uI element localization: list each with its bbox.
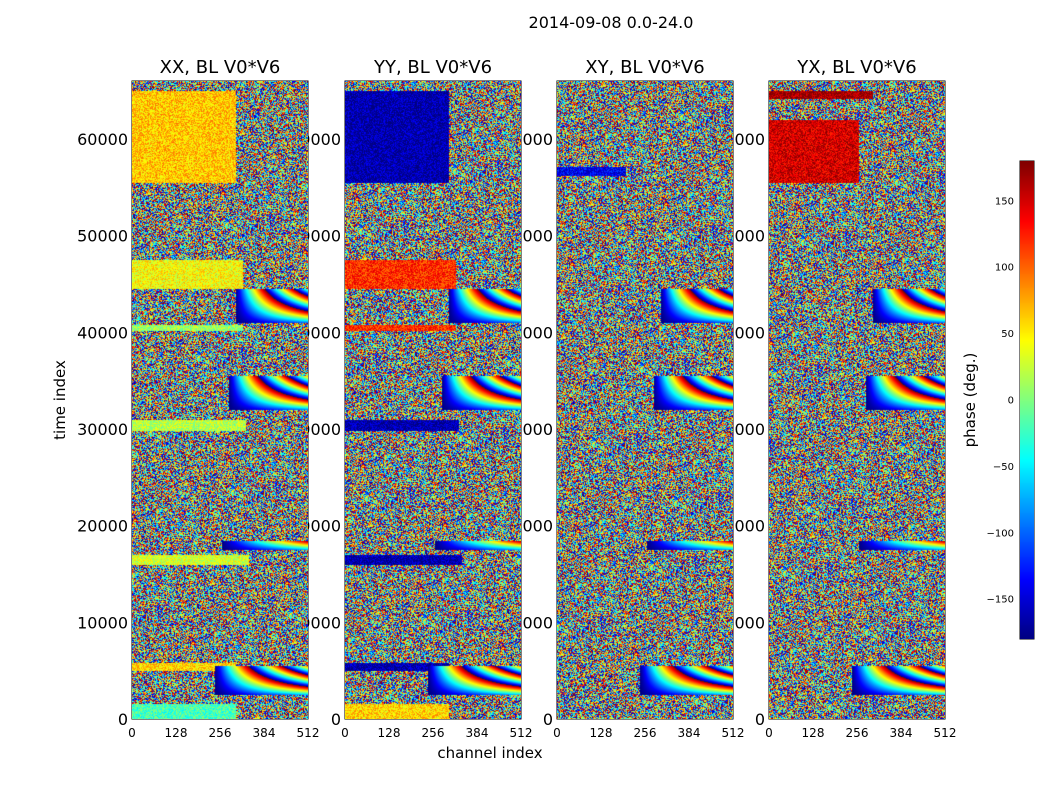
y-axis-label: time index xyxy=(51,360,69,440)
panel-title: YY, BL V0*V6 xyxy=(373,57,492,78)
x-tick-label: 256 xyxy=(634,726,657,740)
colorbar-tick-label: 100 xyxy=(995,263,1014,274)
y-tick-label: 0 xyxy=(755,710,765,729)
panel-0: XX, BL V0*V6 0 128 256 384 512 0 10000 20000 3000… xyxy=(77,57,319,740)
x-tick-label: 0 xyxy=(553,726,561,740)
x-tick-label: 128 xyxy=(165,726,188,740)
x-tick-label: 256 xyxy=(209,726,232,740)
x-tick-label: 128 xyxy=(590,726,613,740)
x-tick-label: 0 xyxy=(128,726,136,740)
x-tick-label: 384 xyxy=(466,726,489,740)
x-tick-label: 512 xyxy=(722,726,745,740)
colorbar-tick-label: 150 xyxy=(995,196,1014,207)
x-tick-label: 512 xyxy=(297,726,320,740)
panel-title: YX, BL V0*V6 xyxy=(796,57,916,78)
heatmap-YY xyxy=(345,81,521,719)
colorbar-tick-label: −100 xyxy=(987,528,1014,539)
y-tick-label: 0 xyxy=(543,710,553,729)
y-tick-label: 0 xyxy=(331,710,341,729)
y-tick-label: 50000 xyxy=(77,227,128,246)
colorbar-label: phase (deg.) xyxy=(961,353,979,448)
x-tick-label: 512 xyxy=(510,726,533,740)
figure-suptitle: 2014-09-08 0.0-24.0 xyxy=(529,13,694,32)
colorbar-tick-label: −150 xyxy=(987,595,1014,606)
x-tick-label: 512 xyxy=(934,726,957,740)
colorbar-tick-label: 50 xyxy=(1001,329,1014,340)
y-tick-label: 60000 xyxy=(77,130,128,149)
panel-title: XY, BL V0*V6 xyxy=(585,57,704,78)
x-axis-label: channel index xyxy=(437,744,542,762)
colorbar-tick-label: −50 xyxy=(993,462,1014,473)
heatmap-XY xyxy=(557,81,733,719)
y-tick-label: 20000 xyxy=(77,517,128,536)
x-tick-label: 128 xyxy=(802,726,825,740)
y-tick-label: 10000 xyxy=(77,613,128,632)
heatmap-XX xyxy=(132,81,308,719)
x-tick-label: 0 xyxy=(765,726,773,740)
x-tick-label: 384 xyxy=(253,726,276,740)
colorbar-tick-label: 0 xyxy=(1008,396,1014,407)
x-tick-label: 0 xyxy=(341,726,349,740)
y-tick-label: 40000 xyxy=(77,323,128,342)
colorbar-gradient xyxy=(1020,161,1034,639)
x-tick-label: 128 xyxy=(378,726,401,740)
y-tick-label: 30000 xyxy=(77,420,128,439)
panel-title: XX, BL V0*V6 xyxy=(160,57,281,78)
heatmap-YX xyxy=(769,81,945,719)
x-tick-label: 256 xyxy=(846,726,869,740)
x-tick-label: 384 xyxy=(678,726,701,740)
x-tick-label: 384 xyxy=(890,726,913,740)
x-tick-label: 256 xyxy=(422,726,445,740)
y-tick-label: 0 xyxy=(118,710,128,729)
